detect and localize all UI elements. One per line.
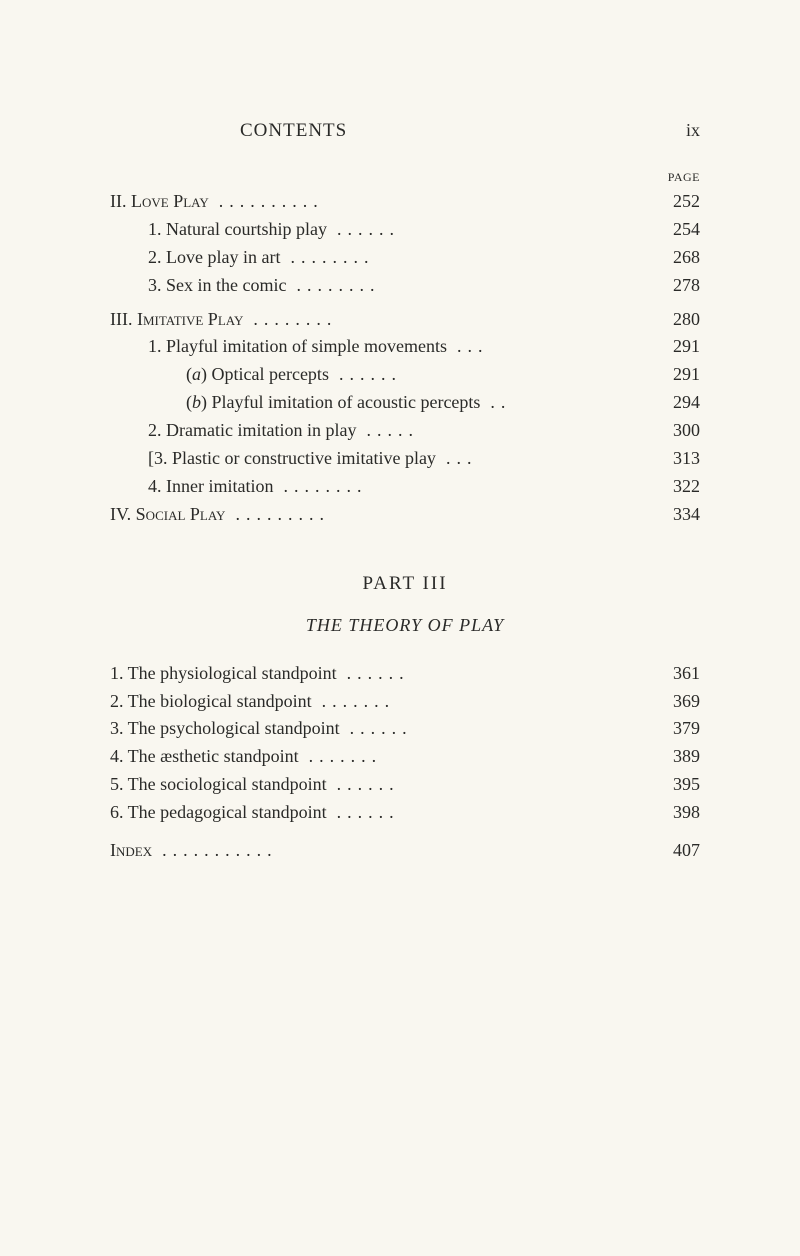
- entry-text: (a) Optical percepts: [186, 364, 329, 384]
- toc-entry: III. Imitative Play........ 280: [110, 306, 700, 334]
- entry-text: [3. Plastic or constructive imitative pl…: [148, 448, 436, 468]
- entry-page: 252: [667, 188, 700, 216]
- section-imitative-play: III. Imitative Play........ 280 1. Playf…: [110, 306, 700, 529]
- entry-page: 291: [667, 361, 700, 389]
- entry-text: II. Love Play: [110, 191, 209, 211]
- entry-text: 3. The psychological standpoint: [110, 718, 340, 738]
- entry-text: 4. The æsthetic standpoint: [110, 746, 299, 766]
- toc-entry: 4. The æsthetic standpoint....... 389: [110, 743, 700, 771]
- entry-text: 2. Dramatic imitation in play: [148, 420, 356, 440]
- entry-text: 6. The pedagogical standpoint: [110, 802, 327, 822]
- entry-page: 291: [667, 333, 700, 361]
- leader-dots: ......: [337, 663, 410, 683]
- contents-page: CONTENTS ix PAGE II. Love Play..........…: [0, 0, 800, 925]
- entry-page: 361: [667, 660, 700, 688]
- toc-entry: IV. Social Play......... 334: [110, 501, 700, 529]
- entry-page: 322: [667, 473, 700, 501]
- entry-text: 5. The sociological standpoint: [110, 774, 327, 794]
- entry-page: 334: [667, 501, 700, 529]
- leader-dots: ..........: [209, 191, 324, 211]
- toc-entry-index: Index........... 407: [110, 837, 700, 865]
- toc-entry: 2. Love play in art........ 268: [110, 244, 700, 272]
- toc-entry: (a) Optical percepts...... 291: [110, 361, 700, 389]
- entry-text: III. Imitative Play: [110, 309, 243, 329]
- leader-dots: ......: [329, 364, 402, 384]
- leader-dots: ........: [280, 247, 374, 267]
- toc-entry: II. Love Play.......... 252: [110, 188, 700, 216]
- entry-text: 2. The biological standpoint: [110, 691, 312, 711]
- leader-dots: .........: [225, 504, 330, 524]
- entry-page: 313: [667, 445, 700, 473]
- entry-text: 1. Natural courtship play: [148, 219, 327, 239]
- entry-text: 2. Love play in art: [148, 247, 280, 267]
- toc-entry: 4. Inner imitation........ 322: [110, 473, 700, 501]
- entry-page: 369: [667, 688, 700, 716]
- leader-dots: ........: [273, 476, 367, 496]
- leader-dots: ......: [327, 802, 400, 822]
- entry-page: 294: [667, 389, 700, 417]
- toc-entry: 2. Dramatic imitation in play..... 300: [110, 417, 700, 445]
- toc-entry: [3. Plastic or constructive imitative pl…: [110, 445, 700, 473]
- leader-dots: ...........: [152, 840, 278, 860]
- entry-text: 1. The physiological standpoint: [110, 663, 337, 683]
- leader-dots: .......: [312, 691, 396, 711]
- part-title: PART III: [110, 573, 700, 595]
- leader-dots: ........: [286, 275, 380, 295]
- leader-dots: ......: [327, 774, 400, 794]
- entry-text: IV. Social Play: [110, 504, 225, 524]
- toc-entry: (b) Playful imitation of acoustic percep…: [110, 389, 700, 417]
- page-title: CONTENTS: [240, 120, 347, 142]
- entry-page: 254: [667, 216, 700, 244]
- toc-entry: 6. The pedagogical standpoint...... 398: [110, 799, 700, 827]
- page-roman-numeral: ix: [686, 120, 700, 141]
- entry-page: 389: [667, 743, 700, 771]
- entry-page: 278: [667, 272, 700, 300]
- entry-page: 407: [667, 837, 700, 865]
- entry-page: 398: [667, 799, 700, 827]
- entry-text: 4. Inner imitation: [148, 476, 273, 496]
- toc-entry: 2. The biological standpoint....... 369: [110, 688, 700, 716]
- toc-entry: 5. The sociological standpoint...... 395: [110, 771, 700, 799]
- leader-dots: .......: [299, 746, 383, 766]
- leader-dots: ......: [340, 718, 413, 738]
- leader-dots: ..: [480, 392, 511, 412]
- section-love-play: II. Love Play.......... 252 1. Natural c…: [110, 188, 700, 300]
- toc-entry: 1. The physiological standpoint...... 36…: [110, 660, 700, 688]
- entry-page: 280: [667, 306, 700, 334]
- toc-entry: 1. Playful imitation of simple movements…: [110, 333, 700, 361]
- leader-dots: ...: [447, 336, 489, 356]
- page-column-label: PAGE: [110, 170, 700, 185]
- leader-dots: ......: [327, 219, 400, 239]
- entry-page: 379: [667, 715, 700, 743]
- leader-dots: ...: [436, 448, 478, 468]
- entry-text: 3. Sex in the comic: [148, 275, 286, 295]
- toc-entry: 1. Natural courtship play...... 254: [110, 216, 700, 244]
- entry-page: 300: [667, 417, 700, 445]
- header-row: CONTENTS ix: [110, 120, 700, 142]
- leader-dots: ........: [243, 309, 337, 329]
- toc-entry: 3. The psychological standpoint...... 37…: [110, 715, 700, 743]
- leader-dots: .....: [356, 420, 419, 440]
- toc-entry: 3. Sex in the comic........ 278: [110, 272, 700, 300]
- entry-page: 395: [667, 771, 700, 799]
- entry-text: 1. Playful imitation of simple movements: [148, 336, 447, 356]
- entry-text: Index: [110, 840, 152, 860]
- section-theory-of-play: 1. The physiological standpoint...... 36…: [110, 660, 700, 827]
- entry-text: (b) Playful imitation of acoustic percep…: [186, 392, 480, 412]
- part-subtitle: THE THEORY OF PLAY: [110, 615, 700, 636]
- entry-page: 268: [667, 244, 700, 272]
